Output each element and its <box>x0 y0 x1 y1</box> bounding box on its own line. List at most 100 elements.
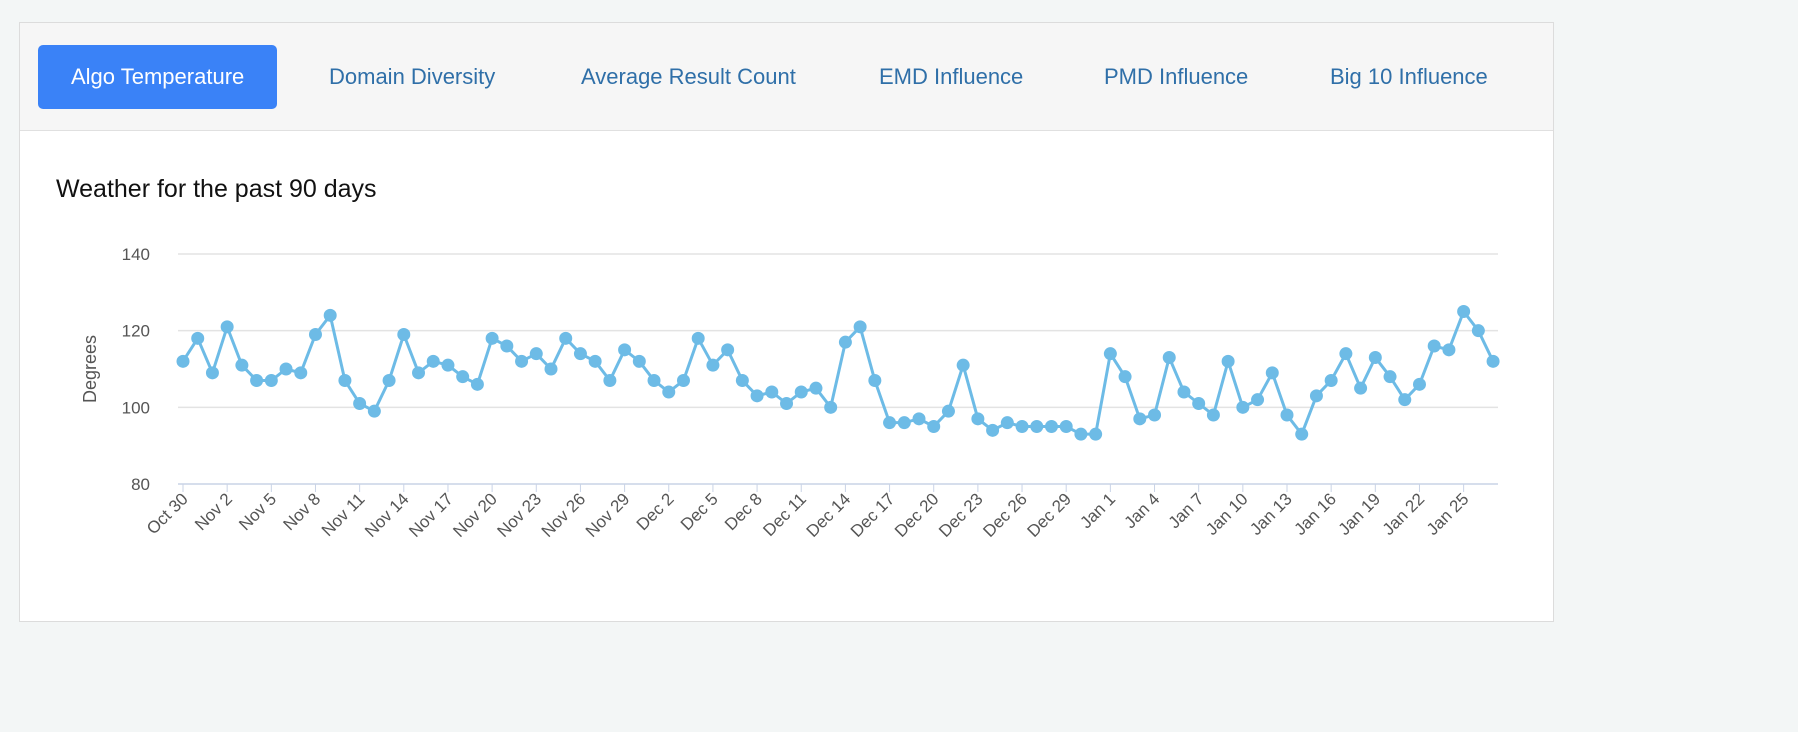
data-point <box>1383 370 1397 384</box>
tab-domain-diversity[interactable]: Domain Diversity <box>329 64 496 89</box>
data-point <box>1118 370 1132 384</box>
chart-title: Weather for the past 90 days <box>56 175 377 203</box>
data-point <box>250 374 264 387</box>
data-point <box>441 358 455 372</box>
tab-big-10-influence[interactable]: Big 10 Influence <box>1330 64 1488 89</box>
x-tick-label: Dec 17 <box>847 489 899 541</box>
data-point <box>1103 347 1117 361</box>
tab-bar: Algo Temperature Domain Diversity Averag… <box>20 23 1553 131</box>
data-point <box>750 389 764 403</box>
tab-algo-temperature[interactable]: Algo Temperature <box>38 45 278 109</box>
x-tick-label: Jan 10 <box>1202 489 1252 539</box>
data-point <box>235 358 249 372</box>
data-point <box>1457 305 1471 318</box>
series-line <box>181 308 1495 438</box>
tab-pmd-influence[interactable]: PMD Influence <box>1104 64 1249 89</box>
data-point <box>986 423 1000 437</box>
data-point <box>397 328 411 341</box>
x-tick-label: Dec 23 <box>935 489 987 541</box>
x-tick-label: Jan 25 <box>1423 489 1473 539</box>
x-tick-label: Jan 4 <box>1121 489 1164 532</box>
data-point <box>456 370 470 384</box>
tab-average-result-count[interactable]: Average Result Count <box>581 64 796 89</box>
data-point <box>676 374 690 387</box>
data-point <box>1221 354 1235 368</box>
data-point <box>294 366 308 380</box>
data-point <box>868 374 882 387</box>
data-point <box>1030 420 1044 433</box>
data-point <box>559 331 573 345</box>
data-point <box>1133 412 1147 426</box>
data-point <box>1471 324 1485 338</box>
data-point <box>279 362 293 376</box>
x-tick-label: Dec 5 <box>677 489 722 534</box>
data-point <box>323 308 337 322</box>
data-point <box>470 377 484 391</box>
data-point <box>1162 351 1176 364</box>
data-point <box>1089 427 1103 441</box>
data-point <box>1309 389 1323 403</box>
x-tick-label: Nov 29 <box>582 489 634 541</box>
data-point <box>367 404 381 418</box>
data-point <box>721 343 735 357</box>
tab-emd-influence[interactable]: EMD Influence <box>879 64 1024 89</box>
data-point <box>1354 381 1368 395</box>
data-point <box>1442 343 1456 357</box>
data-point <box>220 320 234 334</box>
x-tick-label: Nov 11 <box>318 489 369 540</box>
data-point <box>1486 354 1500 368</box>
data-point <box>1339 347 1353 361</box>
data-point <box>1206 408 1220 422</box>
x-tick-label: Dec 11 <box>759 489 810 540</box>
x-tick-label: Nov 20 <box>449 489 501 541</box>
data-point <box>1280 408 1294 422</box>
x-tick-label: Dec 2 <box>633 489 678 534</box>
data-point <box>956 358 970 372</box>
data-point <box>382 374 396 387</box>
data-point <box>662 385 676 399</box>
y-tick-label: 140 <box>122 245 150 264</box>
data-point <box>706 358 720 372</box>
data-point <box>853 320 867 334</box>
y-tick-label: 80 <box>131 475 150 494</box>
y-axis-label: Degrees <box>80 335 100 403</box>
x-tick-label: Jan 1 <box>1076 489 1119 532</box>
data-point <box>544 362 558 376</box>
chart-card: Algo Temperature Domain Diversity Averag… <box>19 22 1554 622</box>
data-point <box>794 385 808 399</box>
data-point <box>1295 427 1309 441</box>
data-point <box>1000 416 1014 430</box>
data-point <box>1192 397 1206 410</box>
x-tick-label: Dec 29 <box>1023 489 1075 541</box>
data-point <box>927 420 941 433</box>
data-point <box>603 374 617 387</box>
x-tick-label: Nov 14 <box>361 489 413 541</box>
data-point <box>176 354 190 368</box>
data-point <box>1236 400 1250 414</box>
data-point <box>765 385 779 399</box>
x-tick-label: Oct 30 <box>143 489 192 538</box>
data-point <box>941 404 955 418</box>
data-point <box>735 374 749 387</box>
data-point <box>485 331 499 345</box>
data-point <box>883 416 897 430</box>
data-point <box>780 397 794 410</box>
data-point <box>1324 374 1338 387</box>
x-tick-label: Jan 16 <box>1290 489 1340 539</box>
x-tick-label: Jan 22 <box>1379 489 1429 539</box>
data-point <box>1368 351 1382 364</box>
data-point <box>500 339 514 353</box>
x-tick-label: Nov 17 <box>405 489 457 541</box>
data-point <box>912 412 926 426</box>
x-tick-label: Nov 26 <box>538 489 590 541</box>
data-point <box>897 416 911 430</box>
data-point <box>1265 366 1279 380</box>
data-point <box>412 366 426 380</box>
data-point <box>809 381 823 395</box>
data-point <box>838 335 852 349</box>
data-point <box>1148 408 1162 422</box>
data-point <box>1177 385 1191 399</box>
y-tick-label: 120 <box>122 322 150 341</box>
x-tick-label: Dec 14 <box>803 489 855 541</box>
